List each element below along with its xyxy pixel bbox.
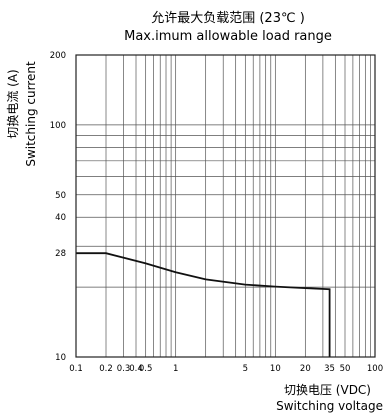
y-tick-label: 40	[55, 213, 66, 223]
y-tick-label: 50	[55, 191, 66, 201]
y-axis-label-en: Switching current	[24, 61, 38, 167]
x-axis-label-cn: 切换电压 (VDC)	[284, 383, 371, 397]
x-axis-label-en: Switching voltage	[276, 399, 383, 413]
x-tick-label: 5	[243, 364, 248, 374]
y-tick-label: 200	[50, 51, 66, 61]
tick-labels: 0.1 0.2 0.30.40.5 1 5 10 20 35 50 100 10 28 40 50 100 2…	[50, 51, 383, 374]
x-tick-label: 35	[324, 364, 335, 374]
x-tick-label: 50	[340, 364, 351, 374]
x-tick-label: 0.2	[99, 364, 113, 374]
plot-frame	[75, 54, 376, 358]
y-axis-label-cn: 切换电流 (A)	[6, 69, 20, 138]
x-tick-label: 0.1	[69, 364, 83, 374]
load-limit-curve	[76, 252, 331, 357]
y-tick-label: 100	[50, 121, 66, 131]
x-tick-label: 10	[270, 364, 281, 374]
curve-layer	[76, 252, 331, 357]
x-tick-label: 0.3	[117, 364, 131, 374]
y-tick-label: 28	[55, 249, 66, 259]
x-tick-label: 0.5	[139, 364, 153, 374]
chart-title: 允许最大负载范围 (23℃ )	[151, 10, 305, 26]
x-tick-label: 0.4	[129, 364, 143, 374]
grid	[76, 55, 375, 357]
x-tick-label: 100	[367, 364, 383, 374]
chart-subtitle: Max.imum allowable load range	[124, 29, 332, 44]
x-tick-label: 20	[300, 364, 311, 374]
x-tick-label: 1	[173, 364, 178, 374]
y-tick-label: 10	[55, 353, 66, 363]
